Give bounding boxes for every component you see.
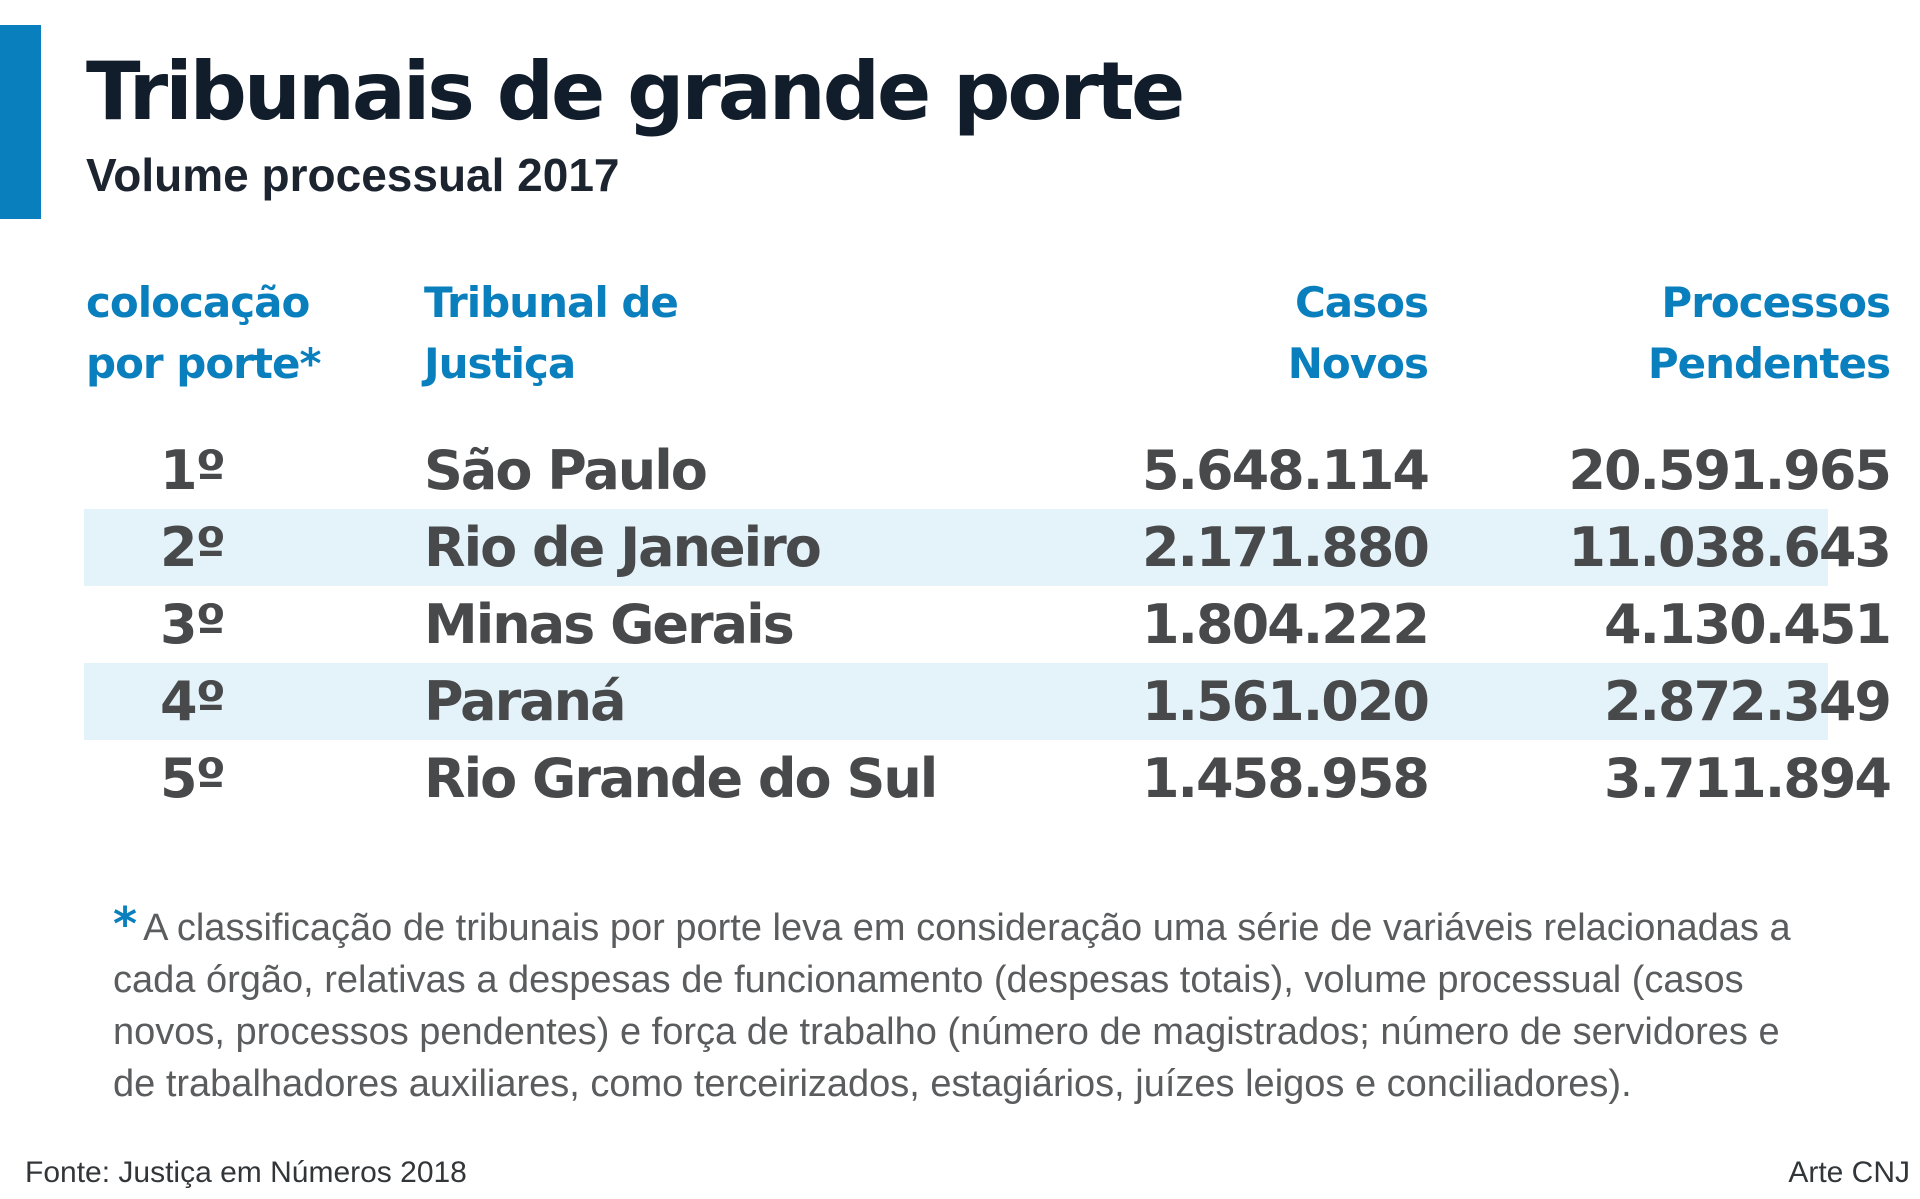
table-row: 3º Minas Gerais 1.804.222 4.130.451 [84,586,1892,663]
accent-bar [0,25,41,219]
casos-novos-cell: 1.458.958 [1141,747,1430,810]
column-header-rank: colocação por porte* [86,278,321,388]
casos-novos-cell: 2.171.880 [1141,516,1430,579]
table-row: 1º São Paulo 5.648.114 20.591.965 [84,432,1892,509]
source-credit: Fonte: Justiça em Números 2018 [25,1156,467,1189]
rank-cell: 4º [160,670,226,733]
footnote-marker: * [113,897,138,951]
tribunal-cell: Paraná [424,670,627,733]
rank-cell: 2º [160,516,226,579]
rank-cell: 5º [160,747,226,810]
table-row: 4º Paraná 1.561.020 2.872.349 [84,663,1892,740]
tribunal-cell: Minas Gerais [424,593,795,656]
processos-pendentes-cell: 3.711.894 [1603,747,1892,810]
rank-cell: 3º [160,593,226,656]
casos-novos-cell: 1.561.020 [1141,670,1430,733]
tribunal-cell: São Paulo [424,439,708,502]
tribunal-cell: Rio de Janeiro [424,516,822,579]
column-header-casos-novos: Casos Novos [1287,278,1429,388]
table-row: 2º Rio de Janeiro 2.171.880 11.038.643 [84,509,1892,586]
processos-pendentes-cell: 20.591.965 [1568,439,1892,502]
table-body: 1º São Paulo 5.648.114 20.591.965 2º Rio… [84,432,1892,817]
data-table: colocação por porte* Tribunal de Justiça… [84,272,1892,810]
casos-novos-cell: 5.648.114 [1141,439,1430,502]
column-header-processos-pendentes: Processos Pendentes [1647,278,1891,388]
tribunal-cell: Rio Grande do Sul [424,747,938,810]
column-header-tribunal: Tribunal de Justiça [424,278,679,388]
footnote-text: A classificação de tribunais por porte l… [113,907,1791,1105]
table-header: colocação por porte* Tribunal de Justiça… [84,272,1891,422]
processos-pendentes-cell: 2.872.349 [1603,670,1892,733]
footnote: * A classificação de tribunais por porte … [113,898,1813,1110]
table-row: 5º Rio Grande do Sul 1.458.958 3.711.894 [84,740,1892,817]
processos-pendentes-cell: 11.038.643 [1568,516,1892,579]
processos-pendentes-cell: 4.130.451 [1603,593,1892,656]
page-subtitle: Volume processual 2017 [86,149,620,201]
casos-novos-cell: 1.804.222 [1141,593,1430,656]
rank-cell: 1º [160,439,226,502]
page-title: Tribunais de grande porte [86,45,1185,138]
art-credit: Arte CNJ [1788,1156,1910,1189]
